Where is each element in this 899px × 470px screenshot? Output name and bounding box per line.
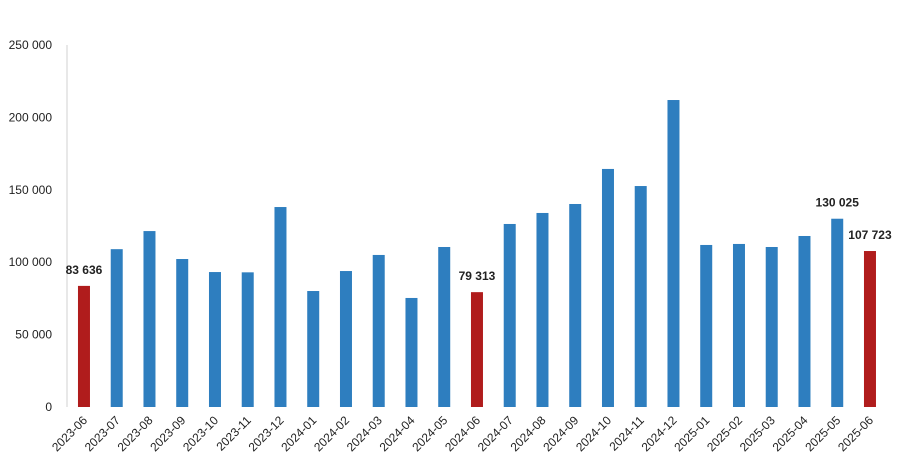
bar xyxy=(536,212,549,407)
bar xyxy=(274,207,287,407)
bar xyxy=(732,243,745,407)
bar xyxy=(634,186,647,407)
x-tick-label: 2024-10 xyxy=(573,413,614,454)
y-tick-label: 250 000 xyxy=(9,38,53,52)
bar xyxy=(470,292,483,407)
bar xyxy=(569,203,582,407)
bar xyxy=(372,254,385,407)
bar xyxy=(667,100,680,408)
value-label: 107 723 xyxy=(848,228,892,242)
bar xyxy=(77,285,90,407)
bar xyxy=(601,168,614,407)
bar xyxy=(503,223,516,407)
bar xyxy=(110,249,123,407)
x-tick-label: 2023-10 xyxy=(180,413,221,454)
bar xyxy=(143,231,156,407)
bar xyxy=(700,244,713,407)
y-tick-label: 100 000 xyxy=(9,255,53,269)
y-tick-label: 200 000 xyxy=(9,110,53,124)
bar xyxy=(438,246,451,407)
y-tick-label: 150 000 xyxy=(9,183,53,197)
bar xyxy=(798,235,811,407)
value-label: 79 313 xyxy=(459,269,496,283)
bar xyxy=(176,259,189,407)
x-tick-label: 2025-06 xyxy=(835,413,876,454)
y-tick-label: 0 xyxy=(45,400,52,414)
bar xyxy=(241,272,254,407)
bar xyxy=(863,251,876,407)
value-label: 83 636 xyxy=(66,263,103,277)
bar xyxy=(831,218,844,407)
bar xyxy=(339,271,352,407)
bar xyxy=(208,272,221,407)
value-label: 130 025 xyxy=(816,196,860,210)
bar xyxy=(307,291,320,407)
bar xyxy=(765,246,778,407)
y-tick-label: 50 000 xyxy=(15,328,52,342)
bar xyxy=(405,297,418,407)
